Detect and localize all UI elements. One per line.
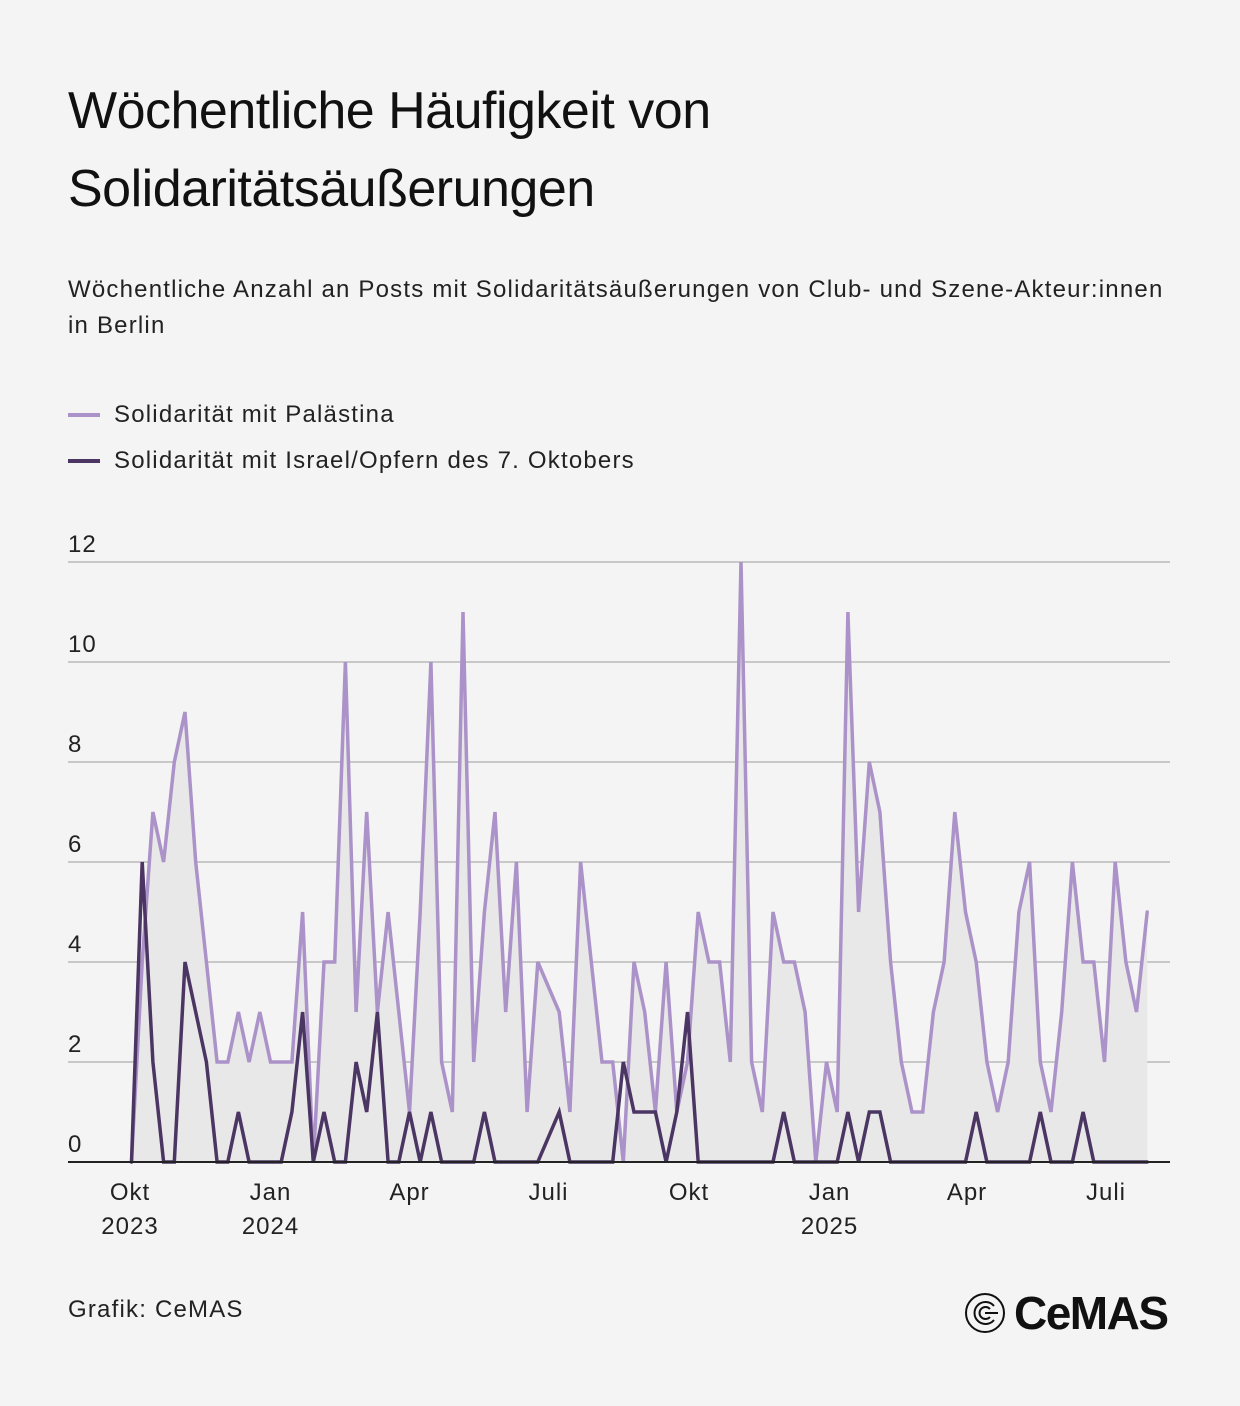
- legend-label: Solidarität mit Palästina: [114, 401, 395, 428]
- x-tick-label: Apr: [389, 1179, 429, 1206]
- y-tick-label: 12: [68, 531, 97, 558]
- legend-label: Solidarität mit Israel/Opfern des 7. Okt…: [114, 447, 635, 474]
- chart-title: Wöchentliche Häufigkeit von Solidaritäts…: [68, 82, 711, 218]
- cemas-logo-icon: [965, 1293, 1005, 1333]
- y-tick-label: 2: [68, 1031, 82, 1058]
- chart-subtitle: Wöchentliche Anzahl an Posts mit Solidar…: [68, 276, 1164, 339]
- area-fill: [131, 562, 1148, 1162]
- cemas-logo: CeMAS: [964, 1286, 1169, 1340]
- y-tick-label: 0: [68, 1131, 82, 1158]
- legend-item-israel: Solidarität mit Israel/Opfern des 7. Okt…: [68, 438, 635, 484]
- x-tick-label: Jan: [809, 1179, 851, 1206]
- y-tick-labels: 0 2 4 6 8 10 12: [68, 531, 97, 1158]
- series-line-palestine: [129, 561, 1149, 1164]
- x-tick-year-label: 2025: [801, 1213, 858, 1240]
- y-tick-label: 4: [68, 931, 82, 958]
- legend: Solidarität mit Palästina Solidarität mi…: [68, 392, 635, 484]
- legend-swatch-israel: [68, 459, 100, 463]
- x-tick-label: Jan: [250, 1179, 292, 1206]
- legend-swatch-palestine: [68, 413, 100, 417]
- x-tick-label: Apr: [947, 1179, 987, 1206]
- x-tick-year-label: 2023: [101, 1213, 158, 1240]
- x-tick-label: Okt: [110, 1179, 150, 1206]
- y-tick-label: 6: [68, 831, 82, 858]
- legend-item-palestine: Solidarität mit Palästina: [68, 392, 635, 438]
- x-tick-label: Okt: [669, 1179, 709, 1206]
- x-tick-label: Juli: [1086, 1179, 1126, 1206]
- y-tick-label: 8: [68, 731, 82, 758]
- series-line-israel: [129, 861, 1149, 1164]
- x-tick-year-label: 2024: [242, 1213, 299, 1240]
- x-tick-labels: Okt 2023 Jan 2024 Apr Juli Okt Jan 2025 Apr Juli: [101, 1179, 1126, 1240]
- x-tick-label: Juli: [528, 1179, 568, 1206]
- y-tick-label: 10: [68, 631, 97, 658]
- series-lines: [68, 561, 1170, 1164]
- source-credit: Grafik: CeMAS: [68, 1296, 244, 1323]
- area-palestine: [131, 562, 1148, 1162]
- gridlines: [68, 561, 1170, 1063]
- cemas-logo-text: CeMAS: [1014, 1287, 1169, 1339]
